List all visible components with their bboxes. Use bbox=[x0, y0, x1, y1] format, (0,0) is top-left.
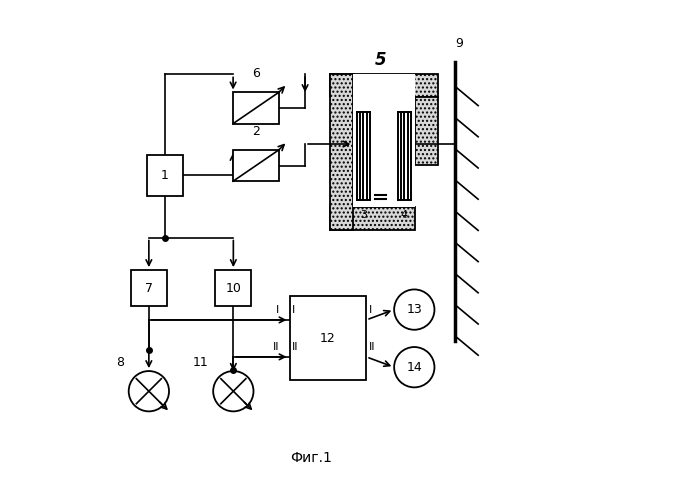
Bar bbox=[331, 74, 353, 230]
Text: 14: 14 bbox=[406, 360, 422, 374]
Circle shape bbox=[129, 371, 169, 411]
Bar bbox=[289, 297, 366, 380]
Text: 11: 11 bbox=[193, 356, 208, 369]
Text: 10: 10 bbox=[225, 281, 241, 295]
Text: 8: 8 bbox=[116, 356, 124, 369]
Text: I: I bbox=[292, 305, 295, 315]
Circle shape bbox=[213, 371, 254, 411]
Text: 1: 1 bbox=[161, 168, 168, 182]
Text: I: I bbox=[368, 305, 372, 315]
Text: 5: 5 bbox=[375, 51, 387, 69]
Circle shape bbox=[394, 289, 435, 330]
Text: I: I bbox=[275, 305, 279, 315]
Bar bbox=[233, 150, 279, 181]
Text: 12: 12 bbox=[320, 332, 336, 345]
Text: II: II bbox=[368, 342, 375, 352]
Circle shape bbox=[394, 347, 435, 387]
Text: 7: 7 bbox=[145, 281, 153, 295]
Text: Фиг.1: Фиг.1 bbox=[290, 451, 332, 466]
Text: 4: 4 bbox=[401, 210, 408, 220]
Text: 9: 9 bbox=[455, 37, 463, 50]
Bar bbox=[353, 74, 415, 207]
Text: 3: 3 bbox=[361, 210, 368, 220]
Text: 2: 2 bbox=[252, 125, 260, 138]
Bar bbox=[233, 92, 279, 123]
Bar bbox=[415, 97, 438, 165]
Text: 6: 6 bbox=[252, 67, 260, 80]
Bar bbox=[147, 155, 182, 196]
Text: 13: 13 bbox=[406, 303, 422, 316]
Bar bbox=[331, 207, 415, 230]
Bar bbox=[331, 74, 438, 97]
Text: II: II bbox=[273, 342, 279, 352]
Bar bbox=[385, 86, 396, 207]
Bar bbox=[131, 270, 167, 306]
Bar bbox=[215, 270, 252, 306]
Text: II: II bbox=[292, 342, 298, 352]
